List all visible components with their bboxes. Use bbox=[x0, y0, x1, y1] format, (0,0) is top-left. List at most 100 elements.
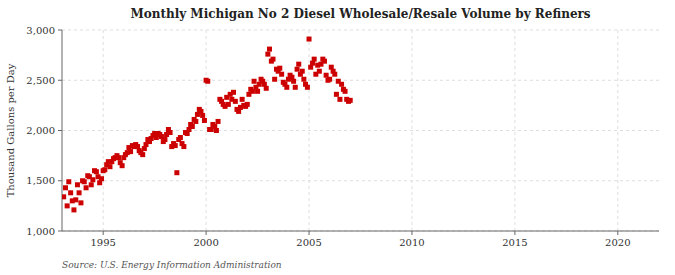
point bbox=[71, 207, 76, 212]
point bbox=[305, 85, 310, 90]
point bbox=[272, 77, 277, 82]
point bbox=[65, 203, 70, 208]
point bbox=[343, 89, 348, 94]
point bbox=[277, 66, 282, 71]
point bbox=[279, 72, 284, 77]
x-tick bbox=[206, 231, 207, 235]
point bbox=[102, 167, 107, 172]
x-tick bbox=[103, 231, 104, 235]
point bbox=[168, 130, 173, 135]
x-tick bbox=[514, 231, 515, 235]
point bbox=[75, 182, 80, 187]
point bbox=[62, 194, 66, 199]
point bbox=[94, 169, 99, 174]
point bbox=[301, 77, 306, 82]
point bbox=[296, 62, 301, 67]
x-tick-label: 1995 bbox=[90, 237, 115, 248]
point bbox=[327, 77, 332, 82]
y-tick-label: 1,000 bbox=[26, 226, 55, 237]
y-tick-label: 2,500 bbox=[26, 75, 55, 86]
point bbox=[77, 190, 82, 195]
y-axis-label: Thousand Gallons per Day bbox=[5, 63, 16, 197]
y-tick-label: 3,000 bbox=[26, 25, 55, 36]
point bbox=[300, 69, 305, 74]
grid-line bbox=[62, 130, 659, 131]
point bbox=[193, 119, 198, 124]
point bbox=[63, 185, 68, 190]
point bbox=[291, 79, 296, 84]
grid-line bbox=[62, 80, 659, 81]
grid-line bbox=[411, 30, 412, 231]
point bbox=[334, 92, 339, 97]
point bbox=[271, 57, 276, 62]
point bbox=[312, 57, 317, 62]
grid-line bbox=[62, 231, 659, 232]
point bbox=[265, 52, 270, 57]
grid-line bbox=[62, 180, 659, 181]
point bbox=[240, 97, 245, 102]
point bbox=[90, 177, 95, 182]
y-tick bbox=[58, 231, 62, 232]
point bbox=[348, 98, 353, 103]
point bbox=[264, 86, 269, 91]
point bbox=[128, 149, 133, 154]
grid-line bbox=[62, 30, 659, 31]
point bbox=[284, 85, 289, 90]
point bbox=[205, 79, 210, 84]
point bbox=[267, 47, 272, 52]
point bbox=[214, 128, 219, 133]
point bbox=[173, 143, 178, 148]
x-tick bbox=[309, 231, 310, 235]
title: Monthly Michigan No 2 Diesel Wholesale/R… bbox=[130, 7, 590, 21]
point bbox=[307, 37, 312, 42]
x-tick-label: 2005 bbox=[296, 237, 321, 248]
grid bbox=[62, 30, 659, 231]
y-tick bbox=[58, 30, 62, 31]
point bbox=[107, 164, 112, 169]
x-tick bbox=[411, 231, 412, 235]
x-axis-line bbox=[62, 231, 659, 232]
point bbox=[317, 69, 322, 74]
point bbox=[332, 72, 337, 77]
point bbox=[293, 85, 298, 90]
grid-line bbox=[514, 30, 515, 231]
point bbox=[339, 82, 344, 87]
point bbox=[200, 113, 205, 118]
chart: 1995 2000 2005 2010 2015 2020 1,000 1,500 2,000 2… bbox=[0, 0, 675, 275]
point bbox=[202, 118, 207, 123]
x-tick-label: 2010 bbox=[399, 237, 424, 248]
point bbox=[252, 79, 257, 84]
y-tick-label: 2,000 bbox=[26, 125, 55, 136]
y-tick-label: 1,500 bbox=[26, 175, 55, 186]
point bbox=[89, 182, 94, 187]
point bbox=[255, 89, 260, 94]
x-tick-label: 2020 bbox=[605, 237, 630, 248]
x-tick-label: 2000 bbox=[193, 237, 218, 248]
point bbox=[116, 155, 121, 160]
point bbox=[216, 119, 221, 124]
point bbox=[162, 137, 167, 142]
x-tick bbox=[617, 231, 618, 235]
point bbox=[73, 197, 78, 202]
points bbox=[62, 37, 353, 213]
point bbox=[82, 179, 87, 184]
y-tick bbox=[58, 80, 62, 81]
point bbox=[78, 200, 83, 205]
source: Source: U.S. Energy Information Administ… bbox=[62, 260, 282, 270]
x-tick-label: 2015 bbox=[502, 237, 527, 248]
point bbox=[295, 67, 300, 72]
y-tick bbox=[58, 180, 62, 181]
point bbox=[120, 163, 125, 168]
point bbox=[84, 185, 89, 190]
grid-line bbox=[206, 30, 207, 231]
grid-line bbox=[103, 30, 104, 231]
point bbox=[190, 124, 195, 129]
grid-line bbox=[309, 30, 310, 231]
point bbox=[337, 97, 342, 102]
point bbox=[174, 170, 179, 175]
point bbox=[245, 102, 250, 107]
point bbox=[68, 190, 73, 195]
point bbox=[322, 59, 327, 64]
y-tick bbox=[58, 130, 62, 131]
point bbox=[231, 90, 236, 95]
